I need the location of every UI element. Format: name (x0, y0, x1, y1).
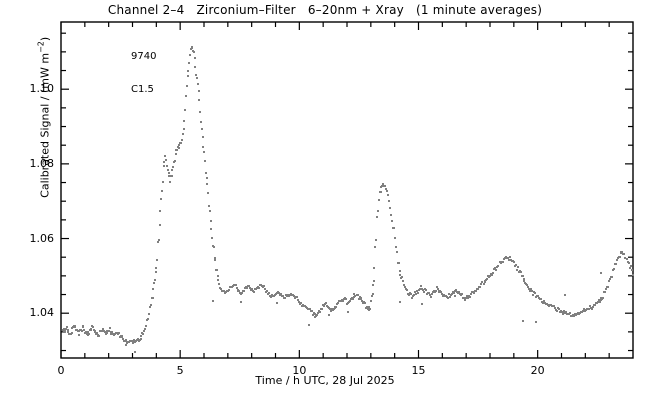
y-axis-label-text: Calibrated Signal / (mW m (38, 52, 52, 198)
y-tick-label: 1.10 (29, 82, 55, 96)
flare-annotation: 9740 C1.5 (131, 29, 156, 117)
y-axis-label-exponent: −2 (36, 41, 46, 53)
x-tick-label: 15 (411, 364, 426, 377)
y-tick-label: 1.04 (29, 306, 55, 320)
y-tick-label: 1.06 (29, 231, 55, 245)
x-tick-label: 20 (530, 364, 545, 377)
x-tick-label: 5 (176, 364, 184, 377)
x-axis-label: Time / h UTC, 28 Jul 2025 (255, 374, 395, 387)
flare-class-label: C1.5 (131, 84, 154, 95)
chart-title: Channel 2–4 Zirconium–Filter 6–20nm + Xr… (107, 3, 543, 17)
x-tick-label: 0 (57, 364, 65, 377)
flare-id-label: 9740 (131, 51, 157, 62)
y-axis-label-suffix: ) (38, 36, 52, 42)
data-series-markers (62, 46, 634, 353)
axes-frame (60, 21, 634, 359)
y-tick-label: 1.08 (29, 156, 55, 170)
y-axis-label: Calibrated Signal / (mW m−2) (37, 0, 52, 237)
tick-marks (60, 22, 633, 358)
x-tick-label: 10 (292, 364, 307, 377)
